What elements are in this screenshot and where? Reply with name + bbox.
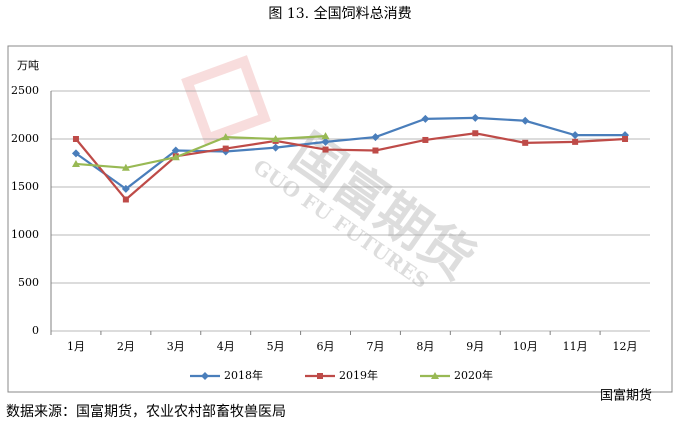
point xyxy=(322,146,329,153)
point xyxy=(622,136,629,142)
point xyxy=(171,146,180,155)
series-line xyxy=(75,135,326,169)
point xyxy=(171,153,180,161)
chart-title: 图 13. 全国饲料总消费 xyxy=(268,5,411,22)
y-tick-label: 500 xyxy=(18,276,39,289)
x-tick-label: 2月 xyxy=(117,340,135,353)
point xyxy=(571,131,580,140)
point xyxy=(471,113,480,122)
point xyxy=(422,136,429,143)
logo-text: 国富期货 xyxy=(600,388,652,404)
point xyxy=(271,143,280,152)
y-tick-label: 0 xyxy=(32,324,39,337)
point xyxy=(521,116,530,125)
point xyxy=(121,184,130,193)
y-tick-label: 1000 xyxy=(11,228,39,241)
point xyxy=(72,136,79,142)
point xyxy=(431,372,439,379)
point xyxy=(317,373,323,379)
point xyxy=(472,130,479,137)
point xyxy=(321,132,330,140)
point xyxy=(421,114,430,123)
point xyxy=(321,137,330,146)
chart-frame xyxy=(7,45,673,393)
x-tick-label: 10月 xyxy=(513,340,538,353)
point xyxy=(221,133,230,141)
point xyxy=(71,159,80,167)
y-tick-label: 1500 xyxy=(11,180,39,193)
point xyxy=(222,145,229,152)
point xyxy=(121,163,130,171)
x-tick-label: 11月 xyxy=(563,340,588,353)
x-tick-label: 3月 xyxy=(167,340,185,353)
legend-label: 2020年 xyxy=(454,368,493,382)
x-tick-label: 9月 xyxy=(466,340,484,353)
point xyxy=(572,138,579,145)
x-tick-label: 6月 xyxy=(317,340,335,353)
x-tick-label: 1月 xyxy=(67,340,85,353)
point xyxy=(371,133,380,142)
x-tick-label: 7月 xyxy=(366,340,384,353)
legend-label: 2018年 xyxy=(224,368,263,382)
x-tick-label: 5月 xyxy=(267,340,285,353)
point xyxy=(122,196,129,203)
y-tick-label: 2000 xyxy=(11,132,39,145)
x-tick-label: 12月 xyxy=(613,340,638,353)
point xyxy=(71,149,80,158)
series-line xyxy=(75,132,626,202)
watermark: 国富期货 GUO FU FUTURES xyxy=(181,55,485,293)
legend-label: 2019年 xyxy=(339,368,378,382)
point xyxy=(271,135,280,142)
series-line xyxy=(75,116,626,191)
y-unit: 万吨 xyxy=(17,59,39,72)
point xyxy=(522,139,529,146)
watermark-logo xyxy=(181,55,271,145)
point xyxy=(372,147,379,154)
y-tick-label: 2500 xyxy=(11,84,39,97)
point xyxy=(201,372,209,380)
source: 数据来源：国富期货，农业农村部畜牧兽医局 xyxy=(6,403,286,420)
x-tick-label: 4月 xyxy=(217,340,235,353)
x-tick-label: 8月 xyxy=(416,340,434,353)
